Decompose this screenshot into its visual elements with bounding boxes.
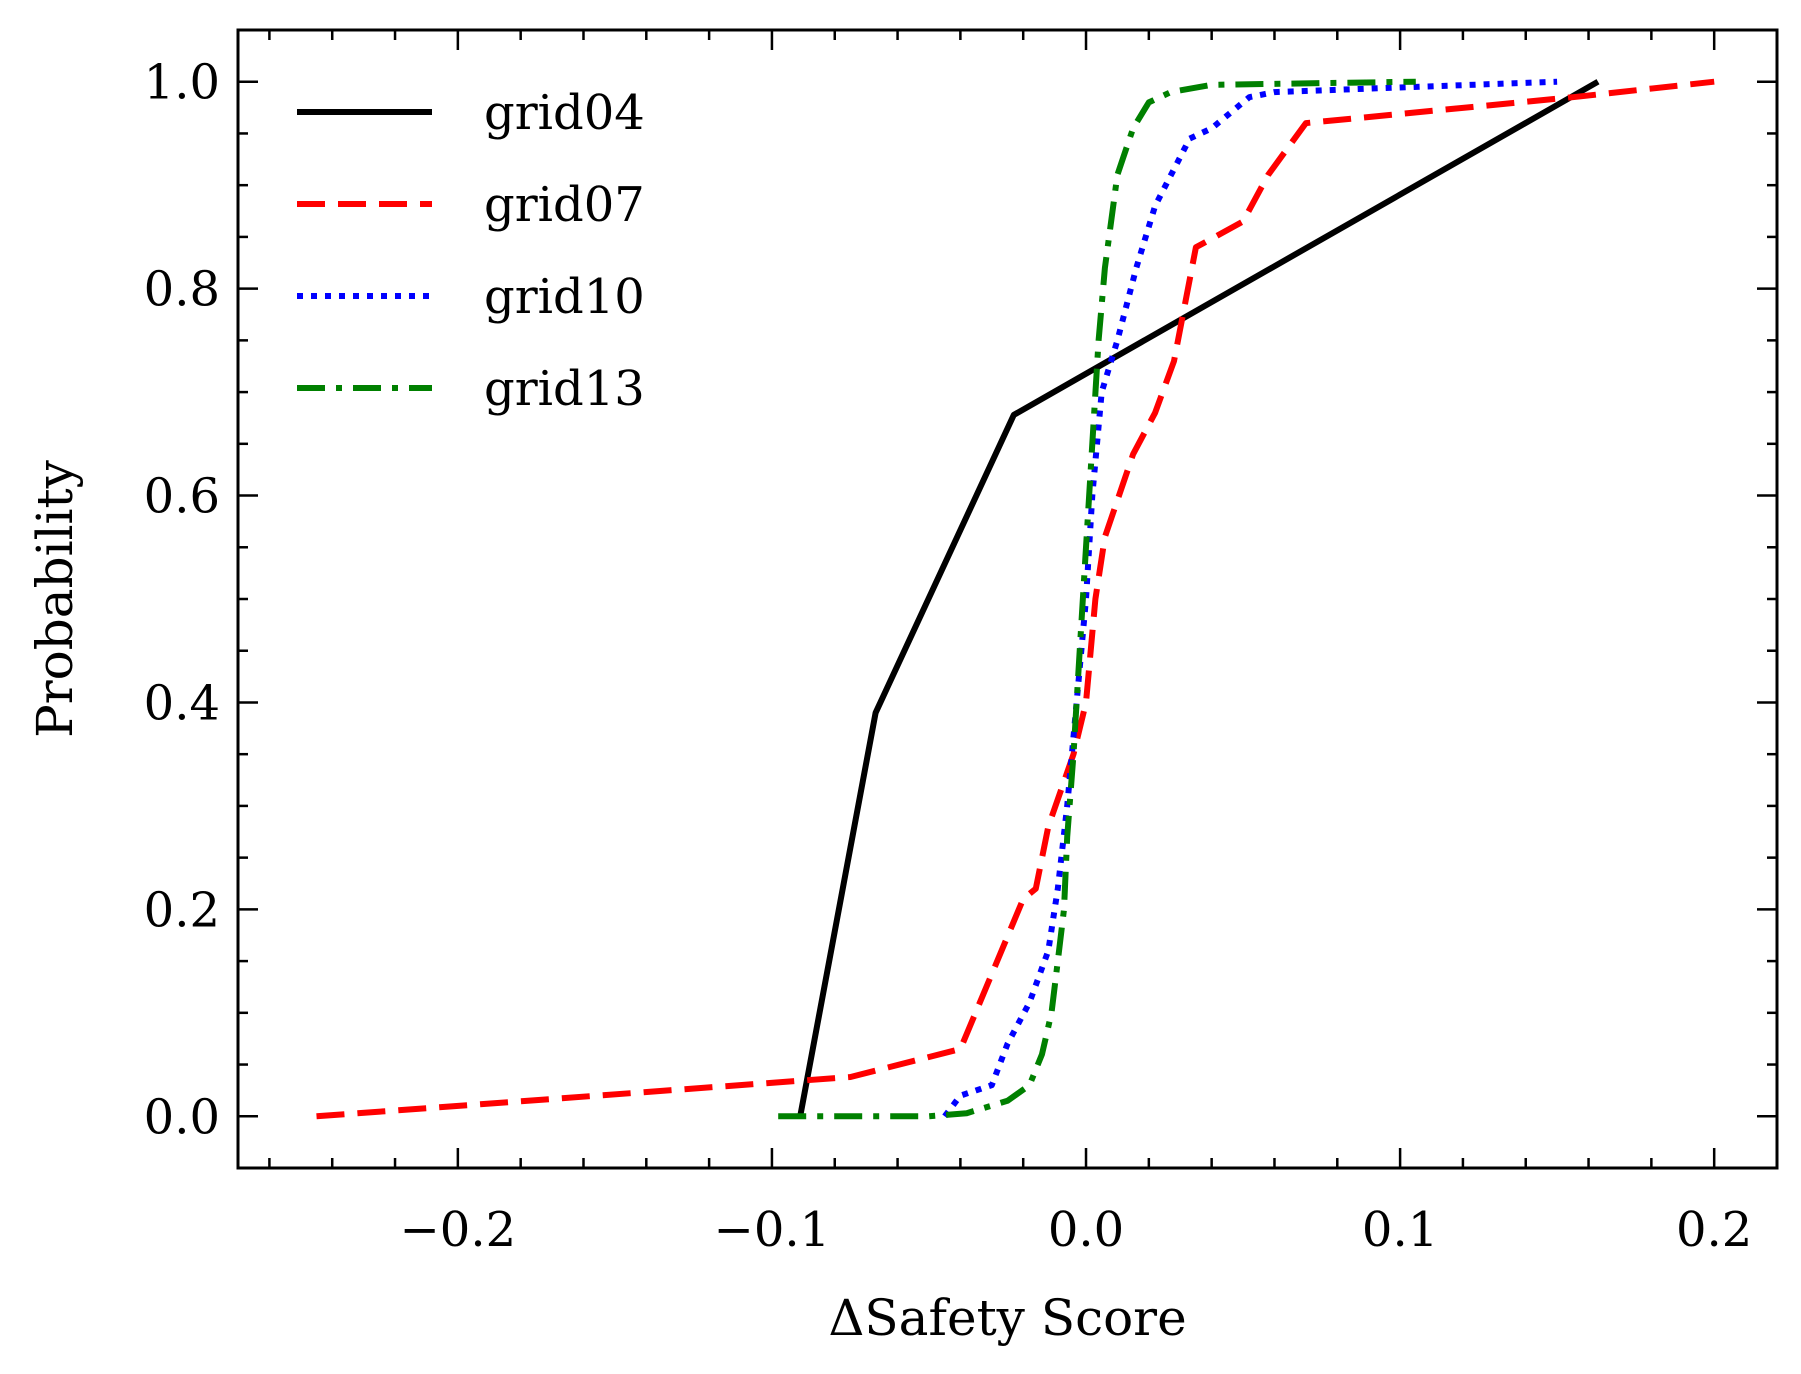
series-line-grid04 [797,79,1600,1117]
y-tick-label: 0.0 [144,1089,220,1145]
y-tick-label: 0.2 [144,882,220,938]
x-tick-label: −0.1 [714,1202,831,1258]
y-tick-label: 0.4 [144,675,220,731]
y-axis-title: Probability [26,459,84,738]
y-tick-label: 1.0 [144,55,220,111]
series-line-grid13 [778,78,1416,1120]
tick-labels: −0.2 −0.1 0.0 0.1 0.2 0.0 0.2 0.4 0.6 0.8 1.0 [144,55,1753,1258]
legend-label-grid13: grid13 [484,361,645,417]
series-line-grid07 [316,78,1715,1120]
x-tick-label: 0.2 [1676,1202,1752,1258]
x-tick-label: 0.0 [1048,1202,1124,1258]
plot-frame [236,28,1779,1170]
legend-label-grid07: grid07 [484,177,645,233]
series-line-grid10 [942,78,1558,1119]
legend-label-grid04: grid04 [484,85,645,141]
y-tick-label: 0.8 [144,262,220,318]
x-tick-label: −0.2 [400,1202,517,1258]
y-tick-label: 0.6 [144,469,220,525]
legend: grid04 grid07 grid10 grid13 [297,85,645,417]
series-layer [316,78,1715,1120]
ticks-layer [238,28,1779,1170]
legend-label-grid10: grid10 [484,269,645,325]
x-tick-label: 0.1 [1362,1202,1438,1258]
x-axis-title: ΔSafety Score [828,1289,1186,1347]
